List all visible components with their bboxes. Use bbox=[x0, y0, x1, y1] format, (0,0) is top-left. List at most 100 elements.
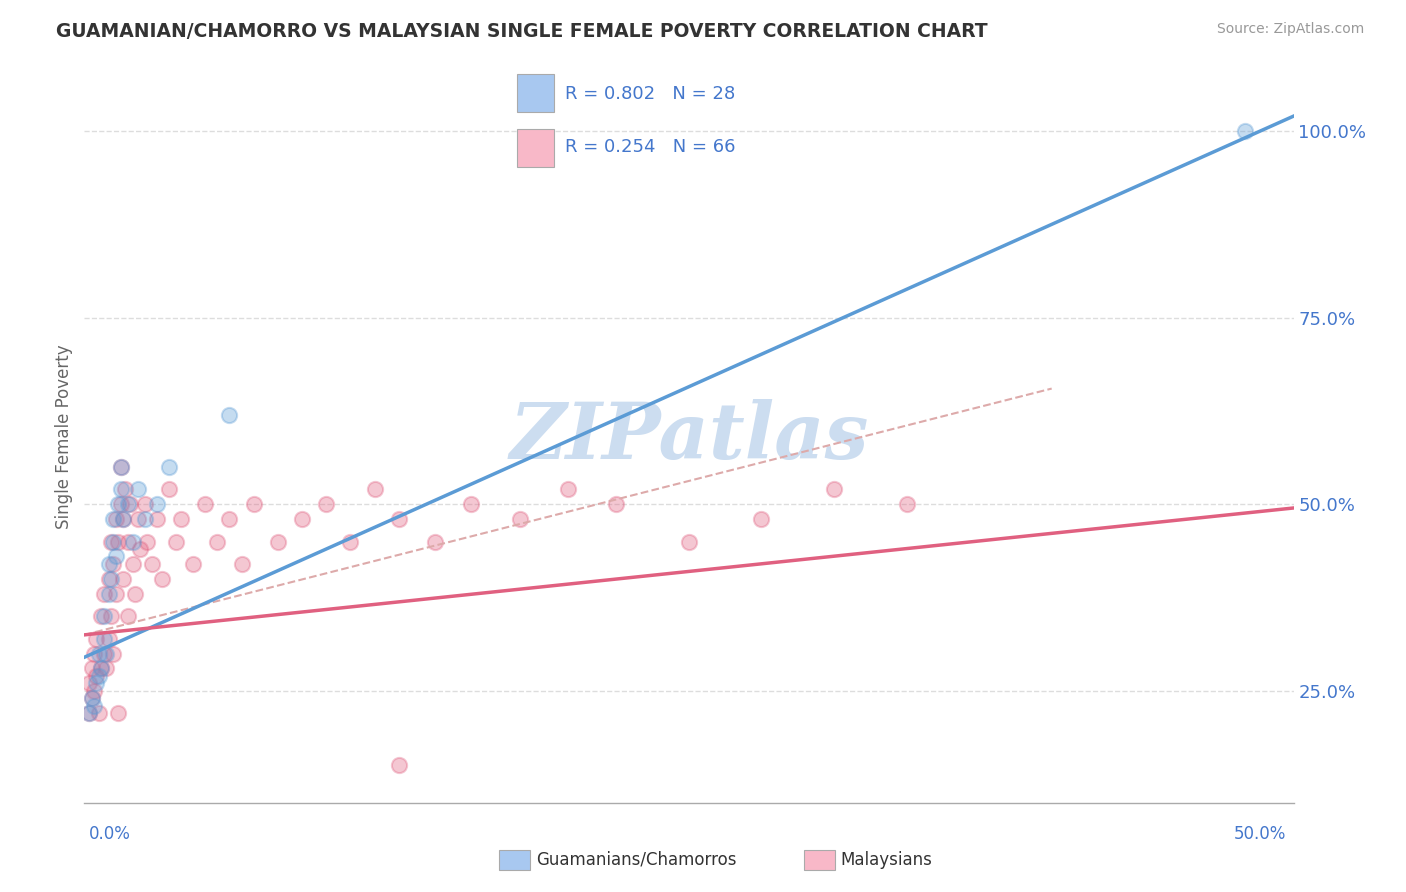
Point bbox=[823, 483, 845, 497]
Point bbox=[100, 534, 122, 549]
Point bbox=[242, 497, 264, 511]
Text: 0.0%: 0.0% bbox=[89, 825, 131, 843]
Point bbox=[107, 706, 129, 721]
Point bbox=[114, 483, 136, 497]
Point bbox=[363, 483, 385, 497]
Point bbox=[104, 587, 127, 601]
Point bbox=[97, 572, 120, 586]
Point bbox=[423, 534, 446, 549]
Point bbox=[87, 647, 110, 661]
Point bbox=[83, 698, 105, 713]
Point bbox=[80, 691, 103, 706]
Point bbox=[107, 497, 129, 511]
Point bbox=[103, 512, 125, 526]
Point bbox=[146, 497, 169, 511]
Point bbox=[86, 632, 108, 646]
Point bbox=[121, 557, 143, 571]
Point bbox=[315, 497, 337, 511]
Point bbox=[104, 512, 127, 526]
Text: Source: ZipAtlas.com: Source: ZipAtlas.com bbox=[1216, 22, 1364, 37]
Point bbox=[80, 661, 103, 675]
Text: R = 0.254   N = 66: R = 0.254 N = 66 bbox=[565, 138, 735, 156]
Point bbox=[93, 632, 115, 646]
Y-axis label: Single Female Poverty: Single Female Poverty bbox=[55, 345, 73, 529]
Point bbox=[388, 512, 411, 526]
Point bbox=[1234, 124, 1257, 138]
Point bbox=[678, 534, 700, 549]
Point bbox=[103, 534, 125, 549]
Point bbox=[134, 497, 156, 511]
Point bbox=[121, 534, 143, 549]
Point bbox=[509, 512, 531, 526]
Point bbox=[124, 587, 146, 601]
Text: Guamanians/Chamorros: Guamanians/Chamorros bbox=[536, 851, 737, 869]
Point bbox=[77, 706, 100, 721]
Text: ZIPatlas: ZIPatlas bbox=[509, 399, 869, 475]
Point bbox=[97, 557, 120, 571]
Point bbox=[267, 534, 290, 549]
Point bbox=[100, 572, 122, 586]
Point bbox=[110, 459, 132, 474]
Point bbox=[94, 661, 117, 675]
Point bbox=[103, 557, 125, 571]
Point bbox=[170, 512, 193, 526]
Point bbox=[112, 572, 135, 586]
Point bbox=[129, 542, 152, 557]
Point bbox=[896, 497, 918, 511]
Text: Malaysians: Malaysians bbox=[841, 851, 932, 869]
Point bbox=[127, 512, 149, 526]
Point bbox=[134, 512, 156, 526]
Point bbox=[218, 408, 240, 422]
Point bbox=[93, 587, 115, 601]
Point bbox=[90, 661, 112, 675]
Point bbox=[117, 609, 139, 624]
Point bbox=[100, 609, 122, 624]
Point bbox=[112, 512, 135, 526]
Text: GUAMANIAN/CHAMORRO VS MALAYSIAN SINGLE FEMALE POVERTY CORRELATION CHART: GUAMANIAN/CHAMORRO VS MALAYSIAN SINGLE F… bbox=[56, 22, 988, 41]
Point bbox=[207, 534, 229, 549]
Bar bbox=[517, 74, 554, 112]
Point bbox=[136, 534, 159, 549]
Point bbox=[165, 534, 187, 549]
Point bbox=[90, 609, 112, 624]
Point bbox=[86, 676, 108, 690]
Point bbox=[460, 497, 482, 511]
Point bbox=[77, 676, 100, 690]
Point bbox=[93, 609, 115, 624]
Point bbox=[231, 557, 253, 571]
Bar bbox=[517, 128, 554, 167]
Point bbox=[87, 669, 110, 683]
Point bbox=[339, 534, 361, 549]
Text: 50.0%: 50.0% bbox=[1234, 825, 1286, 843]
Point bbox=[94, 647, 117, 661]
Point bbox=[97, 587, 120, 601]
Point bbox=[157, 459, 180, 474]
Point bbox=[218, 512, 240, 526]
Point bbox=[83, 683, 105, 698]
Point bbox=[83, 647, 105, 661]
Point bbox=[86, 669, 108, 683]
Point bbox=[110, 459, 132, 474]
Point bbox=[388, 758, 411, 772]
Point bbox=[181, 557, 204, 571]
Point bbox=[146, 512, 169, 526]
Point bbox=[117, 497, 139, 511]
Point bbox=[150, 572, 173, 586]
Point bbox=[103, 647, 125, 661]
Point bbox=[194, 497, 217, 511]
Point bbox=[157, 483, 180, 497]
Point bbox=[87, 706, 110, 721]
Point bbox=[557, 483, 579, 497]
Point bbox=[117, 534, 139, 549]
Point bbox=[605, 497, 627, 511]
Point bbox=[104, 549, 127, 564]
Point bbox=[120, 497, 142, 511]
Text: R = 0.802   N = 28: R = 0.802 N = 28 bbox=[565, 85, 735, 103]
Point bbox=[141, 557, 163, 571]
Point bbox=[112, 512, 135, 526]
Point bbox=[90, 661, 112, 675]
Point bbox=[77, 706, 100, 721]
Point bbox=[107, 534, 129, 549]
Point bbox=[751, 512, 773, 526]
Point bbox=[291, 512, 314, 526]
